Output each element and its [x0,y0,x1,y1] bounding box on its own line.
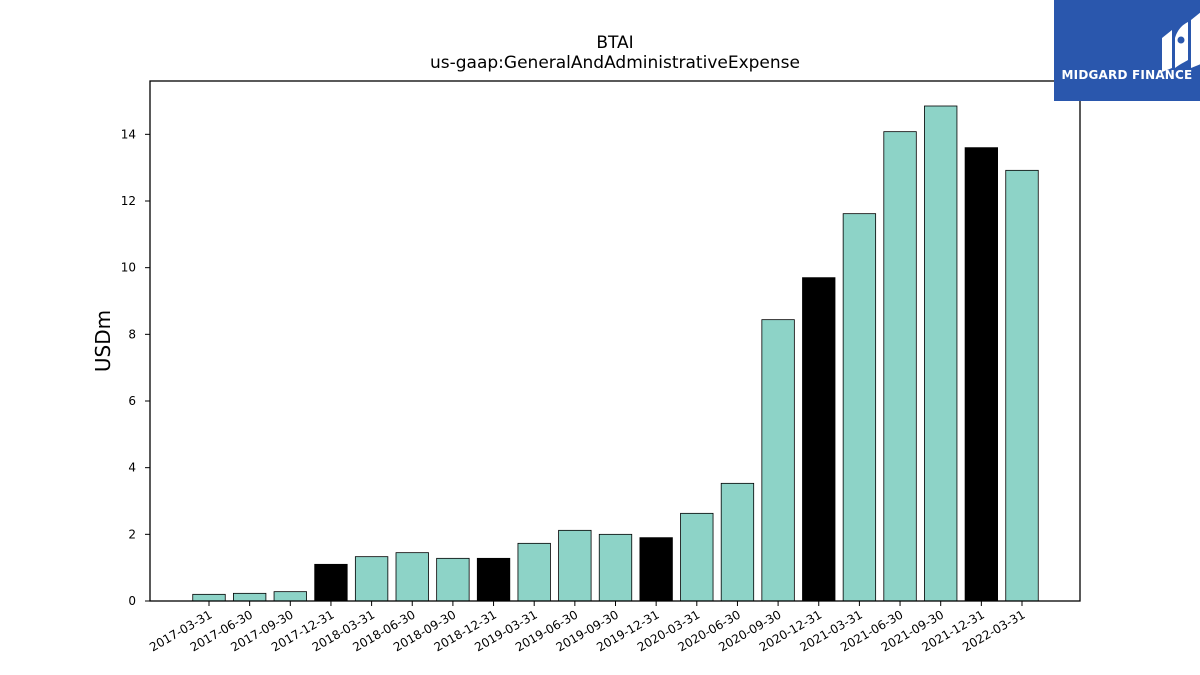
bars-group [192,105,1039,602]
y-tick-label: 2 [128,527,136,541]
bar-2021-03-31 [842,213,877,602]
bar-2021-06-30 [883,131,917,602]
y-tick-label: 14 [121,127,136,141]
bar-2021-09-30 [924,105,958,602]
y-tick-label: 10 [121,261,136,275]
chart-title: BTAI [596,33,633,53]
bar-2022-03-31 [1005,169,1039,602]
bar-2017-09-30 [273,591,307,602]
brand-name: MIDGARD FINANCE [1061,68,1193,82]
y-tick-label: 6 [128,394,136,408]
midgard-logo-icon [1162,12,1200,72]
bar-2018-12-31 [476,557,511,602]
bar-2018-06-30 [395,552,429,602]
y-axis-label: USDm [91,310,115,372]
bar-2020-12-31 [802,277,836,602]
x-axis-ticks: 2017-03-312017-06-302017-09-302017-12-31… [147,601,1028,654]
bar-2017-06-30 [232,592,267,602]
bar-2019-06-30 [558,529,592,602]
y-tick-label: 4 [128,461,136,475]
y-tick-label: 0 [128,594,136,608]
bar-2018-09-30 [436,557,470,602]
bar-2020-06-30 [720,482,755,602]
bar-2020-03-31 [680,512,714,602]
bar-2017-12-31 [314,563,348,602]
y-axis-ticks: 0 2 4 6 8 10 12 14 [121,127,150,608]
bar-2018-03-31 [354,556,389,602]
bar-2017-03-31 [192,593,226,602]
brand-logo: MIDGARD FINANCE [1054,0,1200,101]
plot-frame [149,80,1081,602]
chart-subtitle: us-gaap:GeneralAndAdministrativeExpense [430,53,800,73]
y-tick-label: 12 [121,194,136,208]
bar-2020-09-30 [761,319,795,602]
bar-2019-09-30 [598,533,633,602]
y-tick-label: 8 [128,327,136,341]
bar-2021-12-31 [964,147,998,602]
bar-2019-12-31 [639,537,673,602]
bar-2019-03-31 [517,542,551,602]
